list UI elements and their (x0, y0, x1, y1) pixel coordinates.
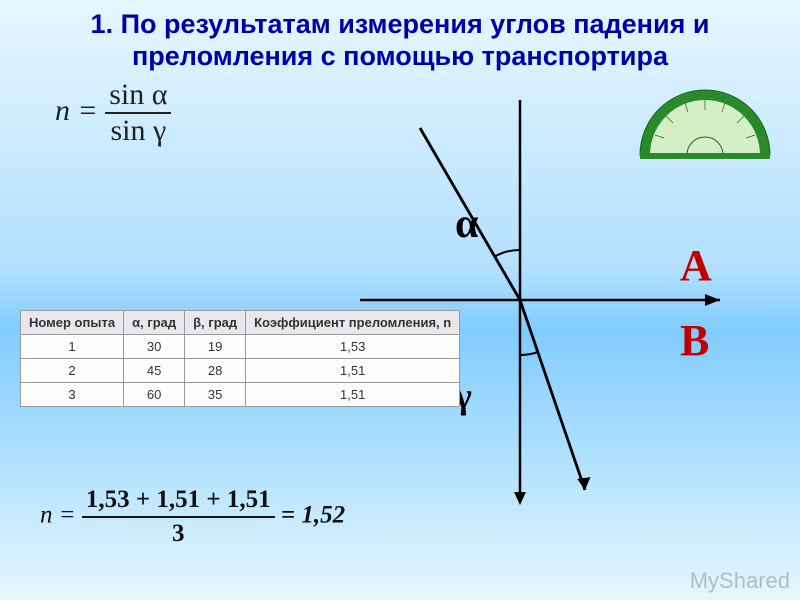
col-n: Коэффициент преломления, n (246, 311, 460, 335)
formula2-rhs: = 1,52 (281, 502, 345, 529)
cell: 1,53 (246, 335, 460, 359)
cell: 30 (124, 335, 185, 359)
results-table: Номер опыта α, град β, град Коэффициент … (20, 310, 460, 407)
formula2-numerator: 1,53 + 1,51 + 1,51 (82, 486, 275, 518)
formula2-lhs: n = (40, 502, 76, 529)
cell: 1,51 (246, 383, 460, 407)
formula1-numerator: sin α (105, 78, 171, 114)
col-beta: β, град (185, 311, 246, 335)
formula1-fraction: sin α sin γ (105, 78, 171, 148)
watermark: MyShared (690, 568, 790, 594)
refraction-diagram (360, 90, 720, 510)
table-row: 2 45 28 1,51 (21, 359, 460, 383)
formula1-lhs: n = (55, 94, 98, 127)
table-row: 1 30 19 1,53 (21, 335, 460, 359)
cell: 35 (185, 383, 246, 407)
cell: 19 (185, 335, 246, 359)
slide-title: 1. По результатам измерения углов падени… (0, 0, 800, 73)
cell: 28 (185, 359, 246, 383)
table-header-row: Номер опыта α, град β, град Коэффициент … (21, 311, 460, 335)
formula-n-definition: n = sin α sin γ (55, 78, 171, 148)
formula-n-average: n = 1,53 + 1,51 + 1,51 3 = 1,52 (40, 486, 345, 548)
formula2-denominator: 3 (82, 518, 275, 548)
table-row: 3 60 35 1,51 (21, 383, 460, 407)
cell: 2 (21, 359, 124, 383)
cell: 3 (21, 383, 124, 407)
cell: 60 (124, 383, 185, 407)
col-alpha: α, град (124, 311, 185, 335)
col-experiment: Номер опыта (21, 311, 124, 335)
cell: 45 (124, 359, 185, 383)
medium-A-label: А (680, 240, 712, 291)
cell: 1,51 (246, 359, 460, 383)
alpha-label: α (455, 200, 478, 248)
medium-B-label: В (680, 315, 709, 366)
cell: 1 (21, 335, 124, 359)
formula2-fraction: 1,53 + 1,51 + 1,51 3 (82, 486, 275, 548)
formula1-denominator: sin γ (105, 114, 171, 148)
